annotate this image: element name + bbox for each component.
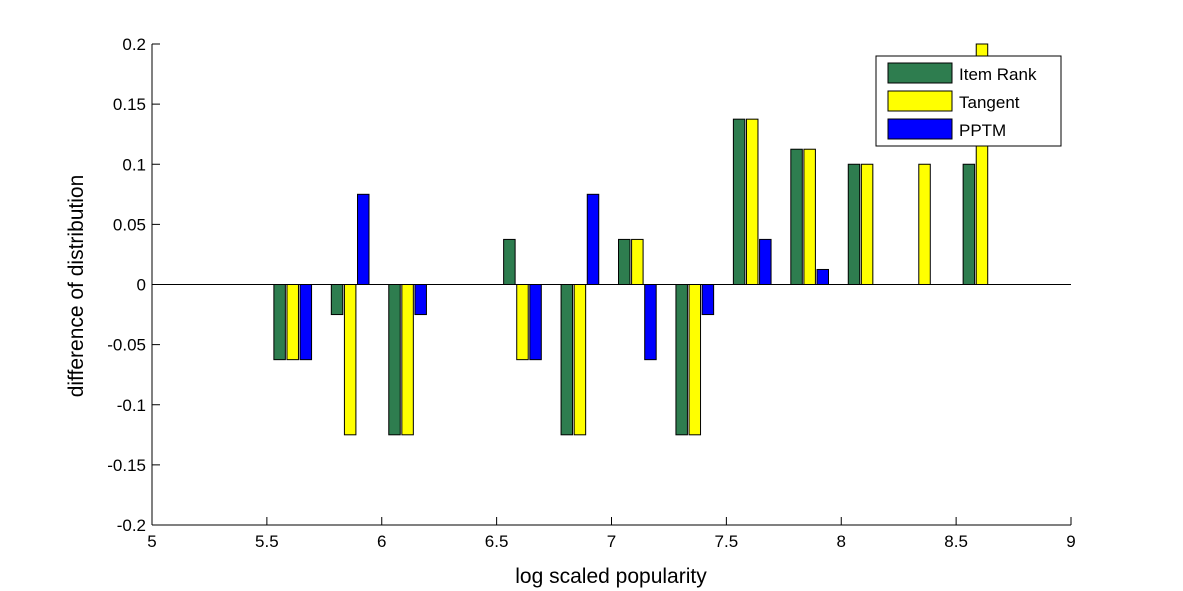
bar-pptm-5 [586,193,600,285]
y-tick-label: -0.1 [117,396,146,415]
bar-item-rank-5 [560,284,574,436]
bar-tangent-9 [803,148,816,285]
bar-item-rank-12 [962,163,976,285]
y-tick-label: -0.05 [107,336,146,355]
bar-tangent-4 [516,284,529,361]
bar-tangent-2 [401,284,414,436]
x-tick-label: 7.5 [715,532,739,551]
x-axis-title: log scaled popularity [515,565,707,588]
bar-tangent-10 [860,163,874,285]
bar-item-rank-0 [273,284,286,361]
x-tick-label: 8.5 [944,532,968,551]
y-tick-label: 0 [137,276,146,295]
bar-tangent-1 [343,284,357,436]
legend-label: Item Rank [959,65,1037,84]
bars-group [273,43,989,436]
bar-pptm-4 [529,284,542,361]
bar-item-rank-6 [618,238,631,286]
bar-item-rank-8 [732,118,746,285]
x-tick-label: 5 [147,532,156,551]
y-tick-label: 0.15 [113,95,146,114]
y-tick-label: 0.2 [122,35,146,54]
legend-swatch [887,62,953,84]
bar-item-rank-2 [388,284,401,436]
y-tick-label: 0.1 [122,155,146,174]
y-tick-label: 0.05 [113,215,146,234]
legend-label: Tangent [959,93,1020,112]
bar-item-rank-1 [330,284,344,316]
bar-pptm-7 [701,284,715,316]
bar-tangent-6 [631,238,644,286]
bar-pptm-6 [644,284,657,361]
bar-pptm-9 [816,268,830,286]
bar-pptm-0 [299,284,313,361]
bar-tangent-11 [918,163,931,285]
bar-item-rank-10 [847,163,861,285]
bar-item-rank-9 [790,148,803,285]
bar-pptm-1 [357,193,370,285]
bar-tangent-7 [688,284,702,436]
y-axis-title: difference of distribution [65,175,88,398]
legend: Item Rank Tangent PPTM [875,55,1062,147]
axes-group: 5 5.5 6 6.5 7 7.5 8 8.5 9 -0.2 -0.15 -0.1 -0.05 0 0.05… [107,35,1075,551]
bar-pptm-8 [759,238,772,286]
legend-swatch [887,90,953,112]
legend-swatch [887,118,953,140]
x-tick-label: 5.5 [255,532,279,551]
bar-tangent-5 [573,284,587,436]
x-tick-label: 6.5 [485,532,509,551]
y-tick-label: -0.2 [117,516,146,535]
y-tick-label: -0.15 [107,456,146,475]
bar-tangent-8 [745,118,759,285]
x-tick-label: 9 [1066,532,1075,551]
x-tick-label: 8 [837,532,846,551]
bar-item-rank-4 [503,238,516,286]
x-tick-label: 6 [377,532,386,551]
legend-label: PPTM [959,121,1006,140]
bar-pptm-2 [414,284,427,316]
x-tick-label: 7 [607,532,616,551]
bar-item-rank-7 [675,284,688,436]
bar-tangent-0 [286,284,299,361]
